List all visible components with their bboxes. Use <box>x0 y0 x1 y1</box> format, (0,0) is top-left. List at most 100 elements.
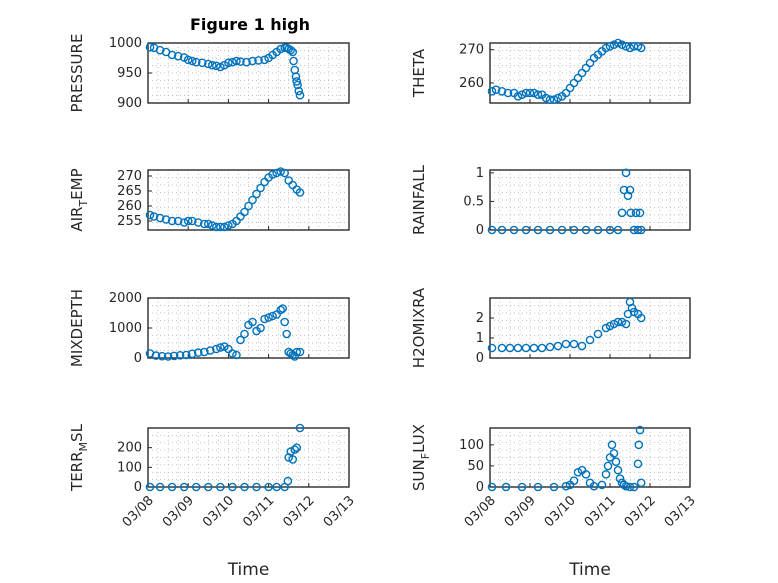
y-axis-label: RAINFALL <box>410 164 428 235</box>
data-point <box>272 482 281 492</box>
data-point <box>228 349 237 358</box>
data-point <box>581 225 591 235</box>
data-point <box>549 95 559 104</box>
data-point <box>208 221 217 230</box>
data-point <box>553 341 563 351</box>
data-point <box>208 60 217 70</box>
y-axis-label: AIRTEMP <box>68 168 90 231</box>
figure-title: Figure 1 high <box>190 15 310 34</box>
data-point <box>228 482 237 492</box>
y-tick-label: 100 <box>117 460 142 475</box>
axes-frame <box>489 42 691 104</box>
data-point <box>155 45 165 55</box>
data-point <box>240 482 249 492</box>
x-tick-label: 03/09 <box>160 493 197 530</box>
data-point <box>619 185 629 195</box>
data-point <box>293 80 302 90</box>
data-point <box>627 303 637 313</box>
data-point <box>282 329 291 339</box>
data-point <box>597 480 607 490</box>
data-point <box>169 351 179 361</box>
data-point <box>617 317 627 327</box>
data-point <box>589 481 599 491</box>
data-point <box>242 57 251 67</box>
y-tick-label: 1000 <box>109 321 142 336</box>
y-axis-label: PRESSURE <box>68 34 86 113</box>
data-point <box>191 57 201 67</box>
data-point <box>256 323 265 333</box>
data-point <box>289 56 298 66</box>
data-point <box>603 461 613 471</box>
data-point <box>601 323 611 333</box>
y-tick-label: 50 <box>467 459 484 474</box>
y-tick-label: 270 <box>459 43 484 58</box>
data-point <box>260 314 269 324</box>
y-axis-label: SUNFLUX <box>410 424 432 491</box>
y-tick-label: 265 <box>117 184 142 199</box>
data-point <box>197 58 207 68</box>
data-point <box>636 478 646 488</box>
data-point <box>561 339 571 349</box>
data-point <box>613 465 623 475</box>
data-point <box>621 319 631 329</box>
data-point <box>199 347 209 357</box>
data-point <box>636 225 646 235</box>
data-point <box>264 482 273 492</box>
data-point <box>173 216 183 226</box>
axes-terr_msl: 0 100 200 03/08 03/09 03/10 03/11 03/12 03/13 TER… <box>68 423 358 580</box>
data-point <box>193 348 203 357</box>
x-tick-label: 03/11 <box>582 493 619 530</box>
data-point <box>545 95 555 104</box>
axes-frame <box>147 169 350 231</box>
data-point <box>517 90 527 99</box>
data-point <box>295 347 305 357</box>
data-point <box>256 183 265 193</box>
data-point <box>278 304 287 313</box>
y-tick-label: 0 <box>476 351 484 366</box>
data-point <box>163 352 173 361</box>
data-point <box>529 88 539 98</box>
data-point <box>191 482 201 492</box>
data-point <box>533 225 543 235</box>
data-point <box>183 55 193 65</box>
data-point <box>625 185 635 195</box>
data-point <box>497 225 507 235</box>
data-point <box>212 344 221 354</box>
y-tick-label: 0 <box>134 351 142 366</box>
data-point <box>609 448 619 458</box>
data-point <box>181 350 191 360</box>
data-point <box>155 482 165 492</box>
data-point <box>487 343 497 353</box>
data-point <box>509 225 519 235</box>
data-point <box>288 455 298 464</box>
data-point <box>623 191 633 201</box>
data-point <box>521 88 531 98</box>
data-point <box>145 210 155 220</box>
data-point <box>167 50 177 60</box>
data-point <box>290 445 300 454</box>
data-point <box>268 170 277 179</box>
data-point <box>187 216 197 226</box>
x-tick-label: 03/11 <box>240 493 277 530</box>
data-point <box>286 447 296 456</box>
data-point <box>615 474 625 483</box>
y-tick-label: 0 <box>134 480 142 495</box>
x-axis-label: Time <box>227 560 270 580</box>
y-axis-label: MIXDEPTH <box>68 289 86 367</box>
y-axis-label: THETA <box>410 48 428 98</box>
axes-rainfall: 0 0.5 1 RAINFALL <box>410 164 691 238</box>
data-point <box>236 57 245 66</box>
data-point <box>224 221 233 230</box>
axes-h2omixra: 0 1 2 H2OMIXRA <box>410 287 691 368</box>
data-point <box>525 88 535 98</box>
x-tick-label: 03/10 <box>542 493 579 530</box>
data-point <box>224 58 233 68</box>
x-tick-label: 03/08 <box>120 493 157 530</box>
data-point <box>613 225 623 235</box>
data-point <box>280 168 289 178</box>
data-point <box>216 222 225 232</box>
data-point <box>155 213 165 223</box>
data-point <box>617 208 627 218</box>
data-point <box>187 349 197 359</box>
